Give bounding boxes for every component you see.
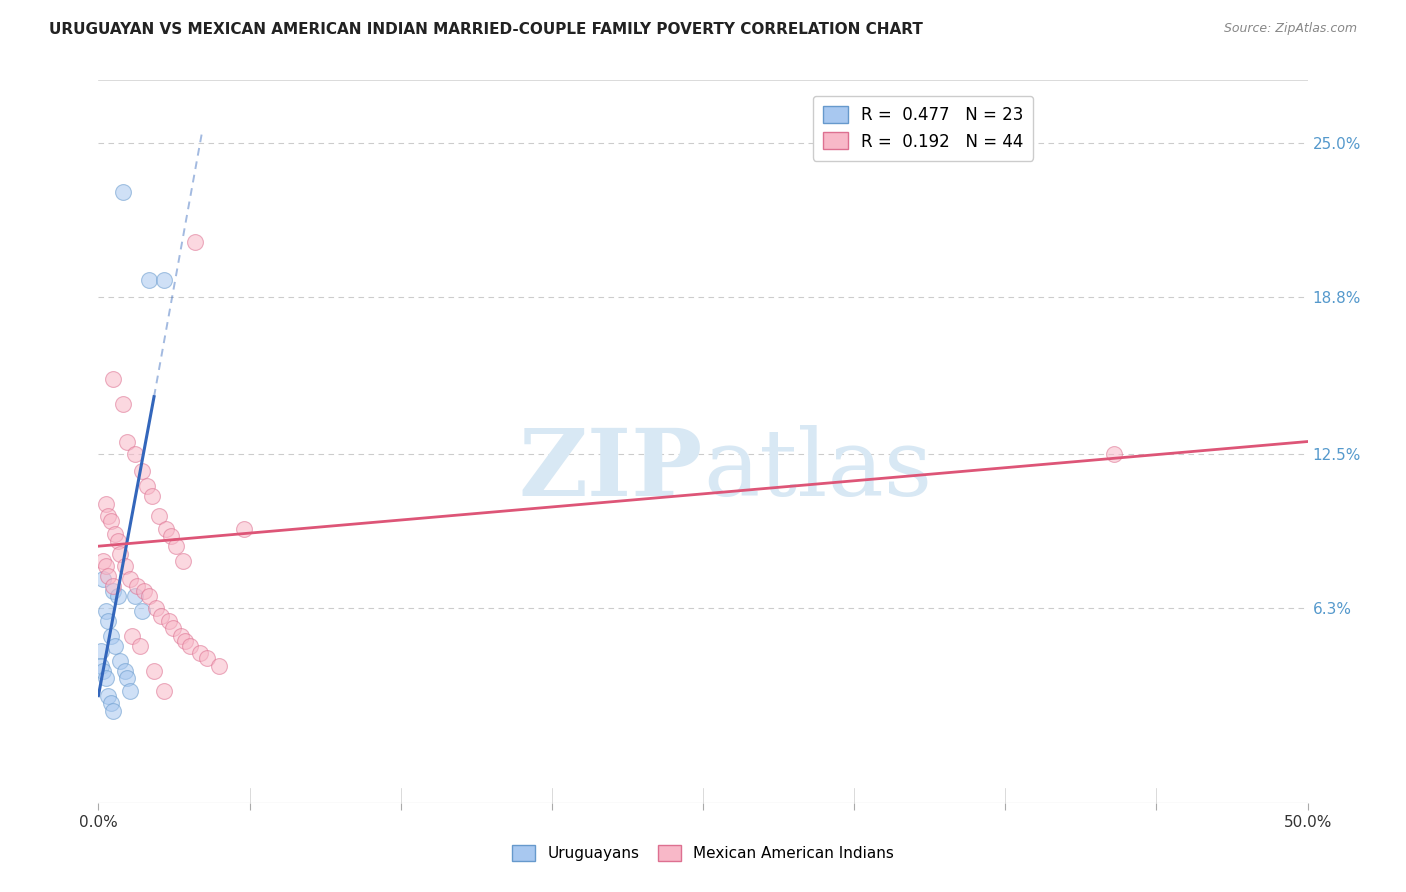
Point	[138, 589, 160, 603]
Text: URUGUAYAN VS MEXICAN AMERICAN INDIAN MARRIED-COUPLE FAMILY POVERTY CORRELATION C: URUGUAYAN VS MEXICAN AMERICAN INDIAN MAR…	[49, 22, 924, 37]
Point	[131, 604, 153, 618]
Text: Source: ZipAtlas.com: Source: ZipAtlas.com	[1223, 22, 1357, 36]
Point	[117, 434, 139, 449]
Point	[195, 651, 218, 665]
Point	[143, 664, 166, 678]
Point	[101, 584, 124, 599]
Point	[100, 514, 122, 528]
Point	[94, 559, 117, 574]
Point	[97, 614, 120, 628]
Point	[100, 629, 122, 643]
Point	[128, 639, 150, 653]
Point	[135, 479, 157, 493]
Point	[127, 579, 149, 593]
Point	[148, 509, 170, 524]
Point	[111, 186, 134, 200]
Point	[145, 601, 167, 615]
Point	[152, 272, 174, 286]
Point	[91, 572, 114, 586]
Point	[134, 584, 156, 599]
Point	[97, 689, 120, 703]
Text: atlas: atlas	[703, 425, 932, 516]
Point	[184, 235, 207, 250]
Point	[152, 683, 174, 698]
Point	[174, 633, 197, 648]
Point	[97, 569, 120, 583]
Point	[165, 539, 187, 553]
Point	[169, 629, 191, 643]
Point	[101, 372, 124, 386]
Point	[94, 604, 117, 618]
Point	[232, 522, 254, 536]
Text: ZIP: ZIP	[519, 425, 703, 516]
Point	[114, 559, 136, 574]
Point	[124, 589, 146, 603]
Point	[188, 646, 211, 660]
Point	[162, 621, 184, 635]
Point	[104, 639, 127, 653]
Point	[101, 579, 124, 593]
Point	[1102, 447, 1125, 461]
Point	[94, 497, 117, 511]
Point	[111, 397, 134, 411]
Point	[121, 629, 143, 643]
Point	[107, 534, 129, 549]
Point	[107, 589, 129, 603]
Point	[108, 547, 131, 561]
Point	[117, 671, 139, 685]
Point	[172, 554, 194, 568]
Point	[138, 272, 160, 286]
Point	[155, 522, 177, 536]
Point	[108, 654, 131, 668]
Point	[94, 671, 117, 685]
Legend: Uruguayans, Mexican American Indians: Uruguayans, Mexican American Indians	[506, 839, 900, 867]
Point	[150, 609, 173, 624]
Point	[124, 447, 146, 461]
Point	[90, 644, 112, 658]
Point	[100, 696, 122, 710]
Point	[131, 465, 153, 479]
Point	[160, 529, 183, 543]
Point	[141, 489, 163, 503]
Point	[104, 526, 127, 541]
Point	[90, 658, 112, 673]
Point	[97, 509, 120, 524]
Point	[91, 664, 114, 678]
Point	[157, 614, 180, 628]
Point	[101, 704, 124, 718]
Point	[179, 639, 201, 653]
Point	[208, 658, 231, 673]
Point	[91, 554, 114, 568]
Point	[114, 664, 136, 678]
Point	[118, 683, 141, 698]
Point	[118, 572, 141, 586]
